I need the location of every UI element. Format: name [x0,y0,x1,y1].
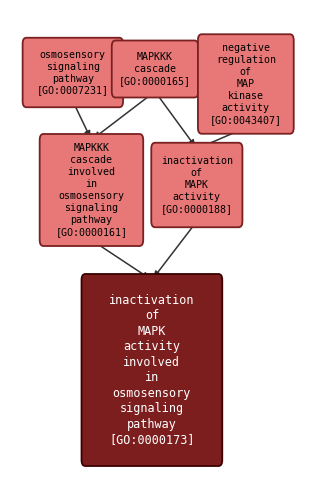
Text: osmosensory
signaling
pathway
[GO:0007231]: osmosensory signaling pathway [GO:000723… [37,50,109,96]
FancyBboxPatch shape [112,40,198,98]
Text: inactivation
of
MAPK
activity
[GO:0000188]: inactivation of MAPK activity [GO:000018… [161,156,233,214]
Text: inactivation
of
MAPK
activity
involved
in
osmosensory
signaling
pathway
[GO:0000: inactivation of MAPK activity involved i… [109,294,195,446]
FancyBboxPatch shape [151,143,242,227]
Text: MAPKKK
cascade
involved
in
osmosensory
signaling
pathway
[GO:0000161]: MAPKKK cascade involved in osmosensory s… [55,143,127,237]
FancyBboxPatch shape [82,274,222,466]
FancyBboxPatch shape [198,34,294,134]
Text: negative
regulation
of
MAP
kinase
activity
[GO:0043407]: negative regulation of MAP kinase activi… [210,43,282,125]
FancyBboxPatch shape [23,38,123,108]
Text: MAPKKK
cascade
[GO:0000165]: MAPKKK cascade [GO:0000165] [119,52,191,86]
FancyBboxPatch shape [40,134,143,246]
